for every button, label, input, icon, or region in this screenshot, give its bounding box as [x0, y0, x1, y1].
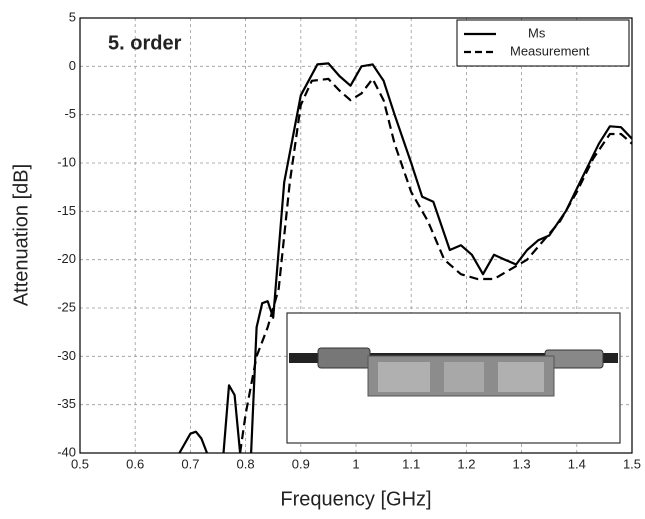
- x-tick-label: 0.8: [237, 456, 255, 471]
- y-tick-label: -5: [64, 106, 76, 121]
- y-tick-label: -20: [57, 251, 76, 266]
- y-tick-label: -30: [57, 348, 76, 363]
- legend-label: Measurement: [510, 43, 590, 58]
- y-tick-label: -35: [57, 396, 76, 411]
- annotation: 5. order: [108, 32, 182, 54]
- y-tick-label: -40: [57, 444, 76, 459]
- x-tick-label: 0.5: [71, 456, 89, 471]
- y-tick-label: 5: [69, 9, 76, 24]
- x-tick-label: 1.1: [402, 456, 420, 471]
- x-axis-label: Frequency [GHz]: [280, 488, 431, 510]
- series-line: [178, 62, 633, 454]
- legend-label: Ms: [528, 25, 546, 40]
- lines: [178, 62, 633, 454]
- legend: Ms Measurement: [456, 19, 630, 67]
- y-tick-label: -15: [57, 203, 76, 218]
- y-tick-label: -25: [57, 299, 76, 314]
- series-line: [239, 77, 633, 454]
- x-tick-label: 1.2: [457, 456, 475, 471]
- y-axis-label: Attenuation [dB]: [10, 164, 32, 306]
- y-tick-label: -10: [57, 154, 76, 169]
- connector: [317, 347, 371, 369]
- resonator: [444, 362, 484, 392]
- x-tick-label: 1.5: [623, 456, 641, 471]
- legend-box: [456, 19, 630, 67]
- x-tick-label: 0.9: [292, 456, 310, 471]
- x-tick-label: 1.4: [568, 456, 586, 471]
- x-tick-label: 1.3: [513, 456, 531, 471]
- x-tick-label: 0.6: [126, 456, 144, 471]
- resonator: [498, 362, 544, 392]
- inset-photo: [286, 312, 621, 444]
- y-tick-label: 0: [69, 58, 76, 73]
- plot-frame: [79, 17, 633, 454]
- resonator: [378, 362, 430, 392]
- x-tick-label: 0.7: [181, 456, 199, 471]
- x-tick-label: 1: [352, 456, 359, 471]
